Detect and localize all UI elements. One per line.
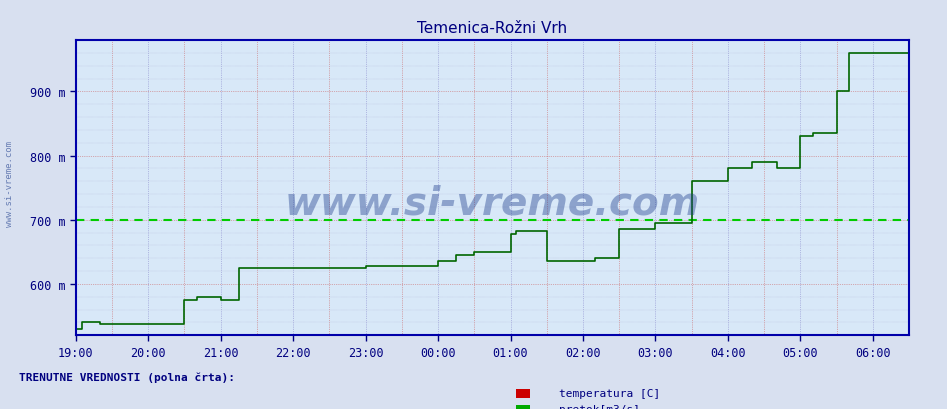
Text: www.si-vreme.com: www.si-vreme.com	[285, 184, 700, 222]
Text: temperatura [C]: temperatura [C]	[559, 388, 660, 398]
Title: Temenica-Rožni Vrh: Temenica-Rožni Vrh	[418, 20, 567, 36]
Text: TRENUTNE VREDNOSTI (polna črta):: TRENUTNE VREDNOSTI (polna črta):	[19, 372, 235, 382]
Text: www.si-vreme.com: www.si-vreme.com	[5, 141, 14, 227]
Text: pretok[m3/s]: pretok[m3/s]	[559, 404, 640, 409]
